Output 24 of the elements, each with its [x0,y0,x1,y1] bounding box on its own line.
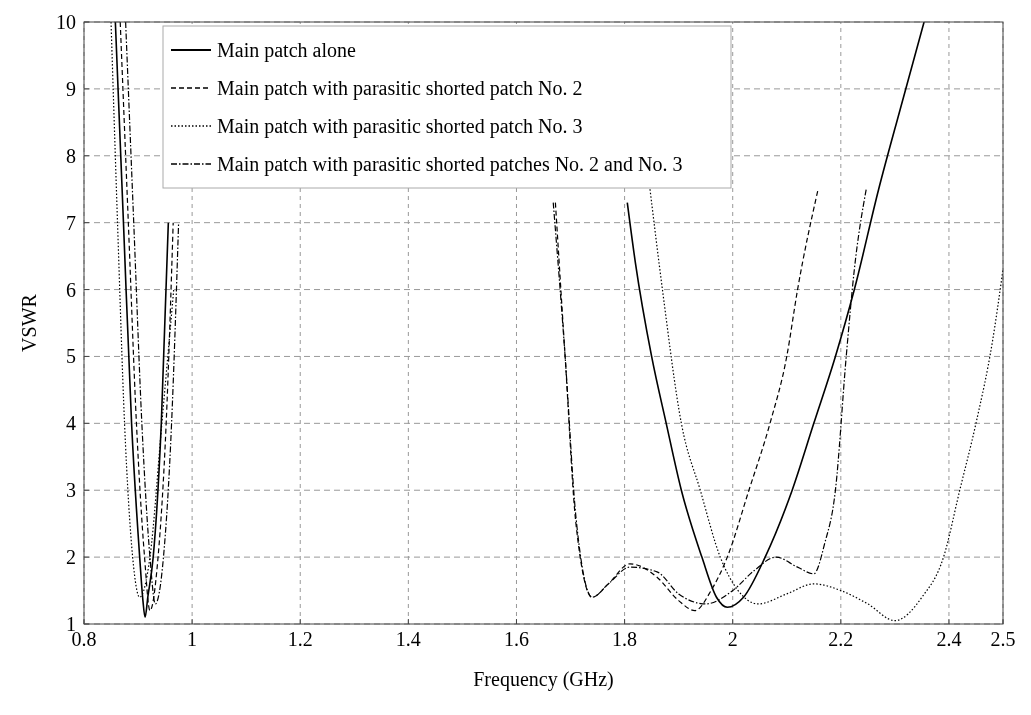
y-tick-label: 10 [56,11,76,33]
x-axis-title: Frequency (GHz) [473,668,614,691]
x-tick-label: 1.6 [503,628,529,650]
y-tick-label: 7 [66,211,76,234]
y-tick-label: 9 [66,77,76,100]
x-tick-label: 1 [187,628,198,650]
y-tick-label: 2 [66,546,76,569]
y-axis-title: VSWR [18,293,40,352]
x-tick-label: 1.2 [287,628,313,650]
x-tick-label: 2 [727,628,738,650]
legend-label: Main patch with parasitic shorted patches No. 2 and No. 3 [217,153,683,176]
x-tick-label: 2.2 [828,628,854,650]
legend-label: Main patch alone [217,39,356,62]
y-tick-label: 5 [66,345,76,368]
y-tick-label: 3 [66,479,76,502]
x-tick-label: 2.5 [990,628,1016,650]
y-tick-label: 6 [66,278,76,301]
x-tick-label: 1.8 [612,628,638,650]
y-tick-label: 8 [66,144,76,167]
legend-label: Main patch with parasitic shorted patch No. 2 [217,77,583,100]
x-tick-label: 1.4 [395,628,421,650]
x-tick-label: 2.4 [936,628,962,650]
y-tick-label: 4 [66,412,76,435]
legend-label: Main patch with parasitic shorted patch No. 3 [217,115,583,138]
